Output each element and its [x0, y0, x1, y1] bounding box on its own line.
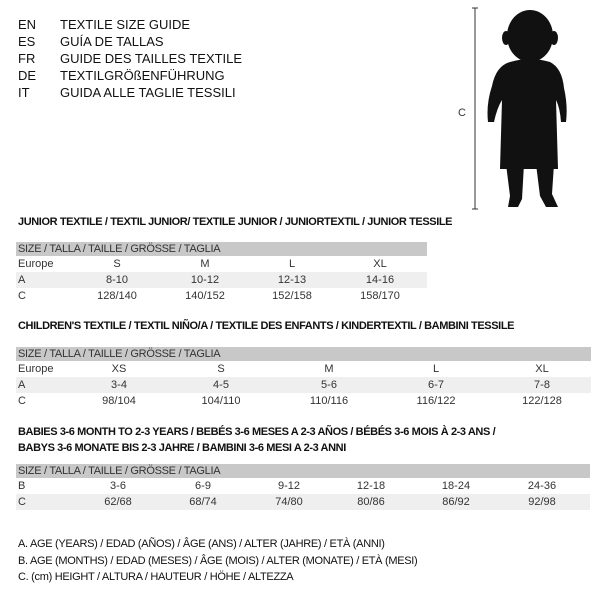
table-cell: 140/152: [185, 290, 225, 302]
language-title: GUIDA ALLE TAGLIE TESSILI: [60, 85, 236, 100]
table-cell: 6-7: [428, 379, 444, 391]
table-row: C 128/140 140/152 152/158 158/170: [16, 288, 427, 304]
language-title: TEXTILE SIZE GUIDE: [60, 17, 191, 32]
table-cell: 4-5: [213, 379, 229, 391]
table-cell: S: [217, 363, 225, 375]
table-header: SIZE / TALLA / TAILLE / GRÖSSE / TAGLIA: [16, 242, 427, 256]
table-cell: 86/92: [442, 496, 470, 508]
language-code: DE: [18, 68, 37, 83]
row-label: Europe: [18, 363, 54, 375]
row-label: C: [18, 496, 26, 508]
table-cell: 14-16: [365, 274, 395, 286]
row-label: C: [18, 395, 26, 407]
table-cell: 128/140: [97, 290, 137, 302]
language-es: ES GUÍA DE TALLAS: [18, 33, 164, 50]
table-cell: 24-36: [527, 480, 557, 492]
table-cell: 12-18: [356, 480, 386, 492]
table-cell: 6-9: [195, 480, 211, 492]
legend-item-b: B. AGE (MONTHS) / EDAD (MESES) / ÂGE (MO…: [18, 555, 418, 567]
table-cell: 80/86: [357, 496, 385, 508]
row-label: A: [18, 379, 26, 391]
table-cell: 74/80: [275, 496, 303, 508]
table-cell: M: [200, 258, 210, 270]
table-row: C 98/104 104/110 110/116 116/122 122/128: [16, 393, 591, 409]
table-header: SIZE / TALLA / TAILLE / GRÖSSE / TAGLIA: [16, 347, 591, 361]
table-cell: XL: [535, 363, 549, 375]
row-label: B: [18, 480, 26, 492]
junior-section-title: JUNIOR TEXTILE / TEXTIL JUNIOR/ TEXTILE …: [18, 216, 453, 228]
table-cell: 9-12: [277, 480, 301, 492]
table-cell: XS: [111, 363, 127, 375]
table-cell: 116/122: [416, 395, 456, 407]
table-cell: 92/98: [528, 496, 556, 508]
legend-item-c: C. (cm) HEIGHT / ALTURA / HAUTEUR / HÖHE…: [18, 571, 294, 583]
table-cell: 18-24: [441, 480, 471, 492]
table-cell: 98/104: [102, 395, 136, 407]
language-title: GUÍA DE TALLAS: [60, 34, 164, 49]
language-code: ES: [18, 34, 36, 49]
babies-section-title-line2: BABYS 3-6 MONATE BIS 2-3 JAHRE / BAMBINI…: [18, 442, 346, 454]
legend-item-a: A. AGE (YEARS) / EDAD (AÑOS) / ÂGE (ANS)…: [18, 538, 385, 550]
table-row: B 3-6 6-9 9-12 12-18 18-24 24-36: [16, 478, 590, 494]
children-size-table: SIZE / TALLA / TAILLE / GRÖSSE / TAGLIA …: [16, 347, 591, 409]
table-cell: 5-6: [321, 379, 337, 391]
table-cell: 8-10: [105, 274, 129, 286]
table-cell: 7-8: [534, 379, 550, 391]
row-label: Europe: [18, 258, 54, 270]
language-code: IT: [18, 85, 30, 100]
table-cell: 152/158: [272, 290, 312, 302]
language-en: EN TEXTILE SIZE GUIDE: [18, 16, 190, 33]
row-label: C: [18, 290, 26, 302]
language-title: GUIDE DES TAILLES TEXTILE: [60, 51, 243, 66]
table-cell: S: [113, 258, 121, 270]
child-silhouette-icon: [472, 7, 567, 210]
table-cell: 110/116: [309, 395, 349, 407]
table-row: A 3-4 4-5 5-6 6-7 7-8: [16, 377, 591, 393]
junior-size-table: SIZE / TALLA / TAILLE / GRÖSSE / TAGLIA …: [16, 242, 427, 304]
language-title: TEXTILGRÖßENFÜHRUNG: [60, 68, 225, 83]
table-cell: 12-13: [277, 274, 307, 286]
babies-section-title-line1: BABIES 3-6 MONTH TO 2-3 YEARS / BEBÉS 3-…: [18, 426, 496, 438]
table-cell: L: [432, 363, 440, 375]
table-cell: 158/170: [360, 290, 400, 302]
language-code: FR: [18, 51, 36, 66]
language-fr: FR GUIDE DES TAILLES TEXTILE: [18, 50, 242, 67]
table-cell: 3-4: [111, 379, 127, 391]
table-cell: L: [288, 258, 296, 270]
language-it: IT GUIDA ALLE TAGLIE TESSILI: [18, 84, 236, 101]
babies-size-table: SIZE / TALLA / TAILLE / GRÖSSE / TAGLIA …: [16, 464, 590, 510]
table-cell: 10-12: [190, 274, 220, 286]
language-code: EN: [18, 17, 37, 32]
height-measure-label: C: [458, 107, 466, 119]
table-row: A 8-10 10-12 12-13 14-16: [16, 272, 427, 288]
table-header: SIZE / TALLA / TAILLE / GRÖSSE / TAGLIA: [16, 464, 590, 478]
row-label: A: [18, 274, 26, 286]
language-de: DE TEXTILGRÖßENFÜHRUNG: [18, 67, 225, 84]
table-cell: 104/110: [201, 395, 241, 407]
table-cell: M: [324, 363, 334, 375]
table-cell: 68/74: [189, 496, 217, 508]
table-row: C 62/68 68/74 74/80 80/86 86/92 92/98: [16, 494, 590, 510]
table-row: Europe XS S M L XL: [16, 361, 591, 377]
table-cell: 122/128: [522, 395, 562, 407]
table-cell: XL: [373, 258, 387, 270]
children-section-title: CHILDREN'S TEXTILE / TEXTIL NIÑO/A / TEX…: [18, 320, 515, 332]
table-cell: 3-6: [110, 480, 126, 492]
table-row: Europe S M L XL: [16, 256, 427, 272]
table-cell: 62/68: [104, 496, 132, 508]
